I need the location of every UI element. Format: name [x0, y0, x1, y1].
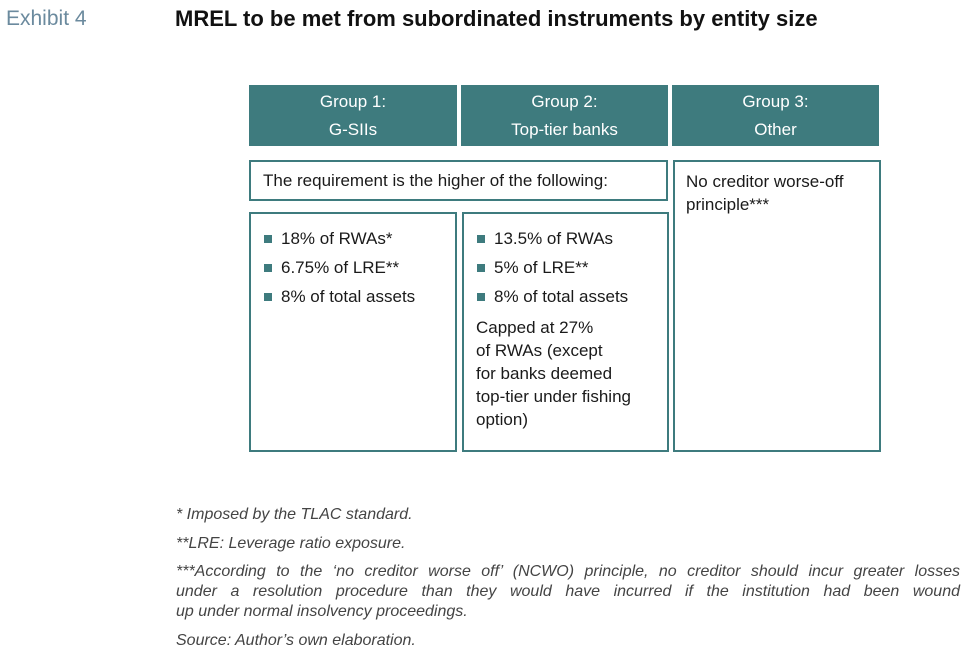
header-group-1: Group 1: G-SIIs — [249, 85, 457, 146]
footnote-1: * Imposed by the TLAC standard. — [176, 506, 413, 523]
list-item: 8% of total assets — [476, 282, 667, 311]
square-bullet-icon — [264, 264, 272, 272]
header-group-2-line2: Top-tier banks — [511, 120, 618, 139]
header-group-1-line2: G-SIIs — [328, 120, 378, 139]
header-group-2-line1: Group 2: — [531, 92, 598, 111]
list-item: 6.75% of LRE** — [263, 253, 455, 282]
square-bullet-icon — [477, 264, 485, 272]
square-bullet-icon — [477, 235, 485, 243]
group-3-line: No creditor worse-off — [686, 172, 844, 191]
requirement-box: The requirement is the higher of the fol… — [249, 160, 668, 201]
group-1-list: 18% of RWAs* 6.75% of LRE** 8% of total … — [263, 224, 455, 311]
footnote-3: ***According to the ‘no creditor worse o… — [176, 563, 960, 620]
header-group-1-line1: Group 1: — [319, 92, 387, 111]
group-2-box: 13.5% of RWAs 5% of LRE** 8% of total as… — [462, 212, 669, 452]
square-bullet-icon — [477, 293, 485, 301]
square-bullet-icon — [264, 235, 272, 243]
footnote-2: **LRE: Leverage ratio exposure. — [176, 535, 406, 552]
header-group-3: Group 3: Other — [672, 85, 879, 146]
exhibit-label: Exhibit 4 — [6, 7, 87, 30]
group-2-list: 13.5% of RWAs 5% of LRE** 8% of total as… — [476, 224, 667, 311]
header-group-3-line1: Group 3: — [742, 92, 809, 111]
page-title: MREL to be met from subordinated instrum… — [175, 6, 818, 31]
square-bullet-icon — [264, 293, 272, 301]
group-3-line: principle*** — [686, 195, 770, 214]
header-group-2: Group 2: Top-tier banks — [461, 85, 668, 146]
list-item: 5% of LRE** — [476, 253, 667, 282]
footnotes: * Imposed by the TLAC standard. **LRE: L… — [176, 504, 960, 659]
group-2-cap-note: Capped at 27% of RWAs (except for banks … — [476, 318, 631, 429]
list-item: 18% of RWAs* — [263, 224, 455, 253]
list-item: 8% of total assets — [263, 282, 455, 311]
source-note: Source: Author’s own elaboration. — [176, 632, 416, 649]
requirement-text: The requirement is the higher of the fol… — [263, 171, 608, 190]
list-item: 13.5% of RWAs — [476, 224, 667, 253]
group-3-box: No creditor worse-off principle*** — [673, 160, 881, 452]
group-1-box: 18% of RWAs* 6.75% of LRE** 8% of total … — [249, 212, 457, 452]
header-group-3-line2: Other — [754, 120, 797, 139]
